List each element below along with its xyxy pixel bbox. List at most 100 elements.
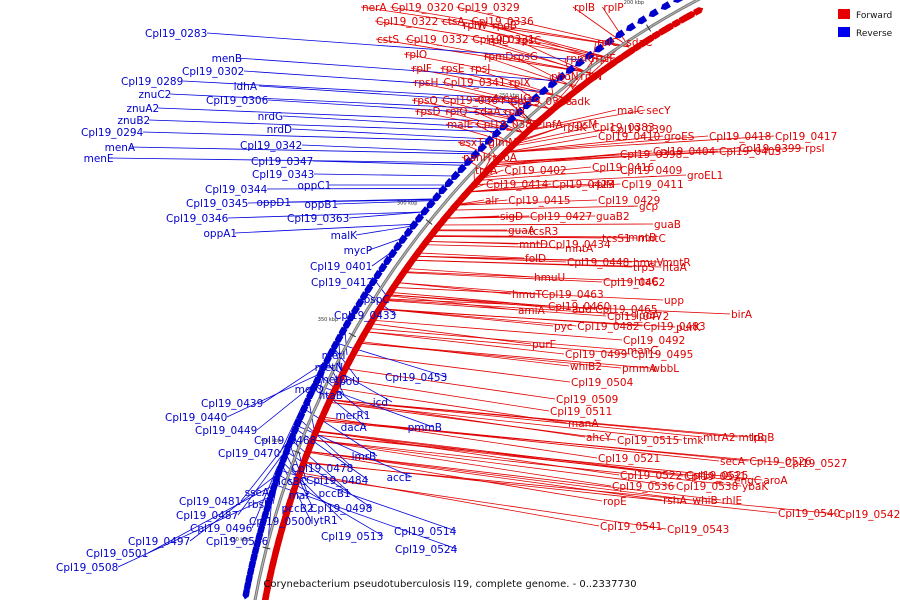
- reverse-feature-glyph[interactable]: [274, 468, 283, 479]
- gene-label[interactable]: Cpl19_0460: [548, 301, 610, 313]
- gene-label[interactable]: mntB: [628, 232, 656, 244]
- gene-label[interactable]: Cpl19_0411: [621, 179, 683, 191]
- reverse-feature-glyph[interactable]: [648, 8, 659, 18]
- gene-label[interactable]: accE: [387, 472, 412, 484]
- gene-label[interactable]: Cpl19_0542: [838, 509, 900, 521]
- gene-label[interactable]: tcsS1: [602, 233, 631, 245]
- gene-label[interactable]: Cpl19_0412: [311, 277, 373, 289]
- gene-label[interactable]: guaB: [654, 219, 681, 231]
- gene-label[interactable]: birA: [731, 309, 753, 321]
- gene-label[interactable]: amiA: [518, 305, 546, 317]
- gene-label[interactable]: rhlE: [722, 495, 742, 507]
- gene-label[interactable]: purK: [676, 322, 702, 334]
- gene-label[interactable]: Cpl19_0336: [471, 16, 534, 28]
- reverse-feature-glyph[interactable]: [242, 589, 251, 600]
- reverse-feature-glyph[interactable]: [303, 397, 312, 408]
- reverse-feature-glyph[interactable]: [451, 170, 461, 181]
- reverse-feature-glyph[interactable]: [594, 43, 605, 53]
- reverse-feature-glyph[interactable]: [464, 156, 474, 167]
- reverse-feature-glyph[interactable]: [342, 319, 352, 330]
- reverse-feature-glyph[interactable]: [426, 199, 436, 209]
- reverse-feature-glyph[interactable]: [539, 86, 549, 95]
- gene-label[interactable]: rplC: [597, 37, 618, 49]
- reverse-feature-glyph[interactable]: [471, 149, 481, 159]
- gene-label[interactable]: accBC: [275, 476, 307, 488]
- reverse-feature-glyph[interactable]: [277, 461, 286, 472]
- gene-label[interactable]: menA: [105, 142, 136, 154]
- gene-label[interactable]: purE: [532, 339, 556, 351]
- gene-label[interactable]: Cpl19_0540: [778, 508, 840, 520]
- gene-label[interactable]: Cpl19_0401: [310, 261, 372, 273]
- gene-label[interactable]: lytR1: [311, 515, 338, 527]
- gene-label[interactable]: Cpl19_0434: [548, 239, 611, 251]
- reverse-feature-glyph[interactable]: [445, 177, 454, 188]
- gene-label[interactable]: Cpl19_0322: [376, 16, 438, 28]
- gene-label[interactable]: ansA: [474, 93, 501, 105]
- gene-label[interactable]: Cpl19_0498: [310, 503, 372, 515]
- reverse-feature-glyph[interactable]: [285, 440, 294, 451]
- gene-label[interactable]: metI: [322, 350, 346, 362]
- gene-label[interactable]: nrdG: [258, 111, 284, 123]
- reverse-feature-glyph[interactable]: [388, 248, 398, 259]
- reverse-feature-glyph[interactable]: [282, 447, 291, 458]
- gene-label[interactable]: wbbL: [651, 363, 679, 375]
- gene-label[interactable]: znuC2: [139, 89, 172, 101]
- reverse-feature-glyph[interactable]: [499, 121, 509, 131]
- gene-label[interactable]: guaB2: [596, 211, 630, 223]
- reverse-feature-glyph[interactable]: [393, 241, 403, 252]
- gene-label[interactable]: Cpl19_0409: [620, 165, 682, 177]
- gene-label[interactable]: Cpl19_0465: [595, 304, 657, 316]
- gene-label[interactable]: rpsG: [513, 51, 538, 63]
- forward-feature-glyph[interactable]: [693, 7, 704, 16]
- gene-label[interactable]: Cpl19_0332: [406, 34, 468, 46]
- gene-label[interactable]: spoU: [334, 376, 360, 388]
- gene-label[interactable]: oppA1: [204, 228, 238, 240]
- gene-label[interactable]: Cpl19_0453: [385, 372, 447, 384]
- gene-label[interactable]: aroA: [763, 475, 788, 487]
- gene-label[interactable]: ahcY: [586, 432, 612, 444]
- gene-label[interactable]: Cpl19_0347: [251, 156, 313, 168]
- gene-label[interactable]: pmmA: [622, 363, 657, 375]
- gene-label[interactable]: Cpl19_0508: [56, 562, 118, 574]
- gene-label[interactable]: pccB1: [319, 488, 351, 500]
- gene-label[interactable]: Cpl19_0543: [667, 524, 729, 536]
- gene-label[interactable]: rplP: [603, 2, 623, 14]
- reverse-feature-glyph[interactable]: [457, 163, 467, 174]
- gene-label[interactable]: Cpl19_0497: [128, 536, 190, 548]
- reverse-feature-glyph[interactable]: [575, 57, 585, 67]
- gene-label[interactable]: rplN: [580, 71, 602, 83]
- gene-label[interactable]: whiB2: [570, 361, 602, 373]
- gene-label[interactable]: Cpl19_0320: [391, 2, 453, 14]
- reverse-feature-glyph[interactable]: [438, 185, 448, 195]
- gene-label[interactable]: Cpl19_0433: [334, 310, 396, 322]
- gene-label[interactable]: mntR: [662, 257, 690, 269]
- gene-label[interactable]: upp: [664, 295, 684, 307]
- gene-label[interactable]: Cpl19_0439: [201, 398, 263, 410]
- gene-label[interactable]: Cpl19_0536: [612, 481, 675, 493]
- gene-label[interactable]: Cpl19_0418: [709, 131, 771, 143]
- gene-label[interactable]: Cpl19_0410: [598, 131, 660, 143]
- gene-label[interactable]: Cpl19_0531: [684, 471, 746, 483]
- gene-label[interactable]: Cpl19_0506: [206, 536, 269, 548]
- gene-label[interactable]: secY: [646, 105, 671, 117]
- reverse-feature-glyph[interactable]: [319, 362, 329, 373]
- gene-label[interactable]: Cpl19_0390: [610, 124, 672, 136]
- gene-label[interactable]: Cpl19_0541: [600, 521, 662, 533]
- gene-label[interactable]: Cpl19_0496: [190, 523, 253, 535]
- gene-label[interactable]: rpoB: [492, 20, 517, 32]
- gene-label[interactable]: metO: [319, 374, 348, 386]
- gene-label[interactable]: rpmC: [566, 53, 595, 65]
- reverse-feature-glyph[interactable]: [565, 64, 576, 74]
- gene-label[interactable]: maf: [289, 490, 310, 502]
- gene-label[interactable]: pspC: [364, 294, 390, 306]
- gene-label[interactable]: nrdD: [267, 124, 293, 136]
- gene-label[interactable]: oppD1: [257, 197, 292, 209]
- gene-label[interactable]: Cpl19_0294: [81, 127, 144, 139]
- gene-label[interactable]: Cpl19_0504: [571, 377, 634, 389]
- gene-label[interactable]: Cpl19_0484: [306, 475, 369, 487]
- gene-label[interactable]: Cpl19_0525: [686, 470, 748, 482]
- reverse-feature-glyph[interactable]: [331, 340, 340, 351]
- reverse-feature-glyph[interactable]: [547, 78, 558, 88]
- gene-label[interactable]: hmuT: [512, 289, 543, 301]
- gene-label[interactable]: mtrA2: [703, 432, 736, 444]
